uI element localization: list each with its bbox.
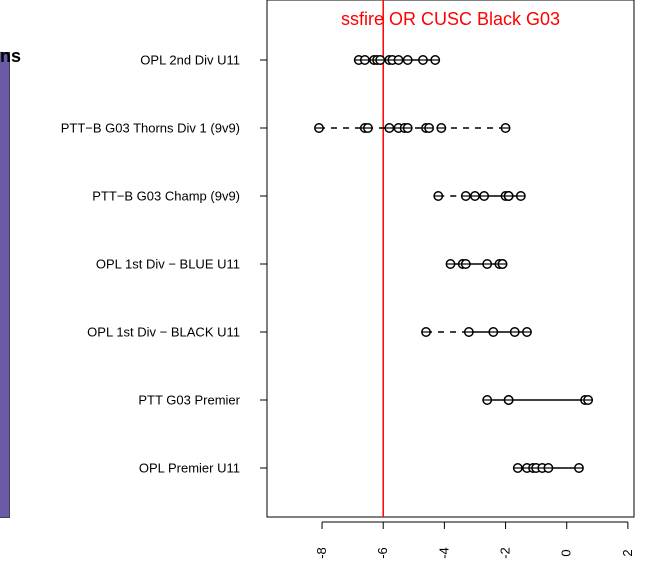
category-label: OPL 1st Div − BLACK U11 bbox=[87, 325, 240, 340]
x-tick-label: -6 bbox=[375, 547, 390, 559]
x-tick-label: -4 bbox=[436, 547, 451, 559]
category-label: OPL 2nd Div U11 bbox=[140, 53, 240, 68]
x-tick-label: -8 bbox=[314, 547, 329, 559]
plot-frame bbox=[266, 0, 635, 518]
x-tick-label: 0 bbox=[559, 549, 574, 556]
background-panel bbox=[0, 52, 10, 518]
category-label: PTT G03 Premier bbox=[138, 393, 240, 408]
category-label: PTT−B G03 Thorns Div 1 (9v9) bbox=[61, 121, 240, 136]
x-tick-label: -2 bbox=[498, 547, 513, 559]
category-label: OPL 1st Div − BLUE U11 bbox=[96, 257, 240, 272]
category-label: OPL Premier U11 bbox=[139, 461, 240, 476]
category-label: PTT−B G03 Champ (9v9) bbox=[92, 189, 240, 204]
background-text-fragment: ns bbox=[0, 46, 22, 66]
x-tick-label: 2 bbox=[620, 549, 635, 556]
chart-title: ssfire OR CUSC Black G03 bbox=[341, 9, 560, 29]
